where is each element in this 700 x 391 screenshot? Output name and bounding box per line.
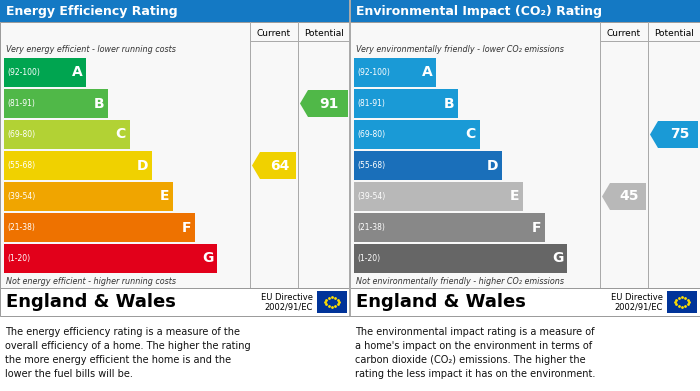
Bar [354,244,567,273]
Text: C: C [466,127,476,142]
Text: Energy Efficiency Rating: Energy Efficiency Rating [6,5,178,18]
Text: England & Wales: England & Wales [6,293,176,311]
Text: B: B [94,97,104,111]
Text: (21-38): (21-38) [7,223,35,232]
Text: a home's impact on the environment in terms of: a home's impact on the environment in te… [355,341,592,351]
Bar [298,22,299,288]
Text: Very environmentally friendly - lower CO₂ emissions: Very environmentally friendly - lower CO… [356,45,564,54]
Text: Potential: Potential [304,29,344,38]
Bar [4,182,174,211]
Text: (69-80): (69-80) [357,130,385,139]
Text: D: D [487,158,498,172]
Text: Potential: Potential [654,29,694,38]
Text: C: C [116,127,126,142]
Text: A: A [422,66,433,79]
Text: the more energy efficient the home is and the: the more energy efficient the home is an… [5,355,231,365]
Text: 2002/91/EC: 2002/91/EC [265,303,313,312]
Bar [354,120,480,149]
Bar [4,151,152,180]
Text: (69-80): (69-80) [7,130,35,139]
Polygon shape [602,183,646,210]
Bar [648,22,649,288]
Bar [354,182,524,211]
Text: EU Directive: EU Directive [261,294,313,303]
Text: F: F [531,221,541,235]
Text: Not environmentally friendly - higher CO₂ emissions: Not environmentally friendly - higher CO… [356,278,564,287]
Text: 75: 75 [670,127,689,142]
Bar [354,58,436,87]
Text: E: E [160,190,169,203]
Text: (55-68): (55-68) [357,161,385,170]
Text: G: G [552,251,564,265]
Text: (81-91): (81-91) [7,99,35,108]
Text: G: G [202,251,214,265]
Text: Not energy efficient - higher running costs: Not energy efficient - higher running co… [6,278,176,287]
Bar [250,41,350,42]
Bar [4,58,86,87]
Bar [350,288,700,316]
Bar [317,291,347,313]
Text: A: A [72,66,83,79]
Text: Very energy efficient - lower running costs: Very energy efficient - lower running co… [6,45,176,54]
Text: The energy efficiency rating is a measure of the: The energy efficiency rating is a measur… [5,327,240,337]
Text: 64: 64 [270,158,289,172]
Text: overall efficiency of a home. The higher the rating: overall efficiency of a home. The higher… [5,341,251,351]
Bar [349,0,351,316]
Bar [4,89,108,118]
Bar [0,0,350,22]
Bar [250,22,251,288]
Polygon shape [300,90,348,117]
Polygon shape [650,121,698,148]
Text: lower the fuel bills will be.: lower the fuel bills will be. [5,369,133,379]
Bar [354,89,458,118]
Bar [354,213,545,242]
Polygon shape [252,152,296,179]
Text: 2002/91/EC: 2002/91/EC [615,303,663,312]
Bar [0,288,350,316]
Text: (92-100): (92-100) [357,68,390,77]
Text: D: D [137,158,148,172]
Text: carbon dioxide (CO₂) emissions. The higher the: carbon dioxide (CO₂) emissions. The high… [355,355,586,365]
Text: (39-54): (39-54) [7,192,35,201]
Text: (92-100): (92-100) [7,68,40,77]
Bar [4,244,217,273]
Text: 91: 91 [320,97,339,111]
Bar [600,22,601,288]
Text: E: E [510,190,519,203]
Text: Current: Current [607,29,641,38]
Bar [350,0,700,22]
Text: rating the less impact it has on the environment.: rating the less impact it has on the env… [355,369,596,379]
Text: (21-38): (21-38) [357,223,385,232]
Text: EU Directive: EU Directive [611,294,663,303]
Bar [600,41,700,42]
Text: (55-68): (55-68) [7,161,35,170]
Text: (81-91): (81-91) [357,99,385,108]
Text: The environmental impact rating is a measure of: The environmental impact rating is a mea… [355,327,594,337]
Bar [0,22,350,288]
Text: Current: Current [257,29,291,38]
Text: (1-20): (1-20) [7,254,30,263]
Bar [4,120,130,149]
Bar [354,151,502,180]
Bar [4,213,195,242]
Text: England & Wales: England & Wales [356,293,526,311]
Text: (1-20): (1-20) [357,254,380,263]
Text: B: B [444,97,454,111]
Bar [667,291,697,313]
Text: (39-54): (39-54) [357,192,385,201]
Bar [350,22,700,288]
Text: 45: 45 [620,190,639,203]
Text: F: F [181,221,191,235]
Text: Environmental Impact (CO₂) Rating: Environmental Impact (CO₂) Rating [356,5,602,18]
